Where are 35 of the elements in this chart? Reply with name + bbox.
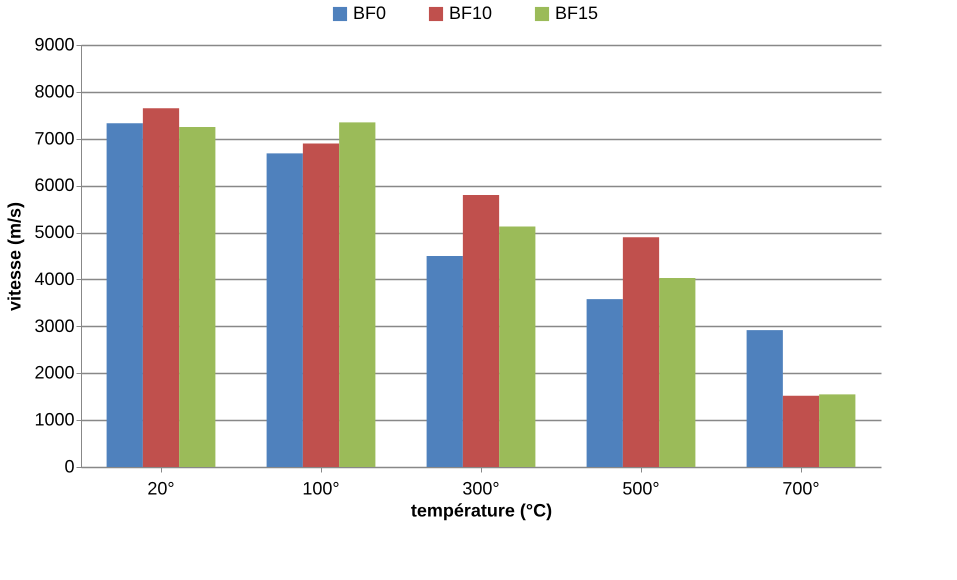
bar <box>819 394 856 467</box>
y-tick-label: 0 <box>64 456 74 476</box>
x-axis-title: température (°C) <box>410 500 552 520</box>
y-tick-label: 2000 <box>34 362 74 383</box>
bar <box>339 122 376 467</box>
legend-label: BF0 <box>353 3 386 23</box>
x-tick-label: 20° <box>147 478 175 498</box>
bar <box>179 127 216 467</box>
bar <box>266 153 303 467</box>
y-tick-label: 6000 <box>34 175 74 196</box>
y-axis-title: vitesse (m/s) <box>4 202 24 312</box>
y-tick-label: 9000 <box>34 34 74 54</box>
bar <box>782 396 820 467</box>
bar <box>499 226 536 467</box>
bar <box>106 123 143 467</box>
x-tick-label: 100° <box>302 478 340 498</box>
x-tick-label: 300° <box>462 478 500 498</box>
bar <box>142 108 180 467</box>
bar <box>302 143 340 467</box>
y-tick-label: 8000 <box>34 81 74 102</box>
bar <box>746 330 783 467</box>
y-tick-label: 4000 <box>34 268 74 289</box>
x-tick-label: 500° <box>622 478 660 498</box>
x-tick-label: 700° <box>782 478 820 498</box>
y-tick-label: 7000 <box>34 128 74 148</box>
bar <box>659 278 696 467</box>
y-tick-label: 1000 <box>34 410 74 430</box>
legend-label: BF10 <box>449 3 492 23</box>
bar <box>426 256 463 467</box>
bar <box>586 299 623 467</box>
bar <box>622 237 660 467</box>
y-tick-label: 3000 <box>34 316 74 336</box>
bar <box>462 195 500 467</box>
legend-label: BF15 <box>555 3 598 23</box>
y-tick-label: 5000 <box>34 222 74 242</box>
